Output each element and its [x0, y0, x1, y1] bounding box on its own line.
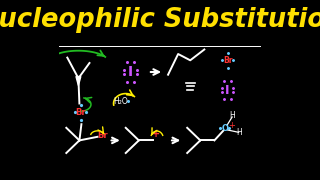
Text: Nucleophilic Substitution: Nucleophilic Substitution — [0, 7, 320, 33]
Text: +: + — [152, 129, 160, 139]
Text: I: I — [128, 65, 133, 79]
Text: Br: Br — [223, 56, 232, 65]
Polygon shape — [76, 76, 81, 86]
Text: H: H — [237, 128, 243, 137]
Text: H₂O: H₂O — [113, 97, 128, 106]
Text: I: I — [225, 84, 230, 96]
Text: H: H — [229, 111, 235, 120]
Text: O: O — [221, 124, 228, 133]
Text: Br: Br — [97, 131, 108, 140]
Text: +: + — [228, 121, 235, 130]
Text: Br: Br — [76, 108, 86, 117]
